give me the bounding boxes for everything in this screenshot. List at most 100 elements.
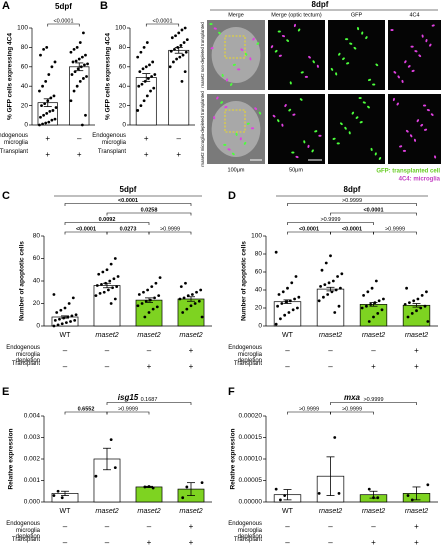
column-header: Merge (optic tectum)	[271, 12, 322, 18]
bracket	[330, 402, 417, 405]
data-point	[319, 285, 322, 288]
scale-label: 50μm	[289, 167, 303, 173]
y-axis-label: % GFP cells expressing 4C4	[7, 33, 14, 120]
y-axis-label: Relative expression	[8, 428, 15, 489]
y-tick-label: 0.001	[24, 477, 41, 484]
data-point	[141, 67, 145, 71]
y-tick-label: 80	[21, 44, 29, 51]
data-point	[190, 293, 194, 296]
micrograph-title: 8dpf	[312, 0, 329, 9]
row-value: +	[144, 134, 149, 143]
data-point	[142, 290, 145, 294]
data-point	[281, 290, 285, 294]
cell-signal	[295, 155, 299, 159]
data-point	[322, 295, 325, 299]
cell-signal	[221, 73, 224, 77]
cell-signal	[365, 36, 368, 40]
data-point	[95, 284, 99, 287]
data-point	[277, 293, 281, 296]
data-point	[113, 466, 117, 469]
x-tick-label: rnaset2	[137, 332, 160, 339]
data-point	[175, 57, 179, 61]
legend-entry: GFP: transplanted cell	[376, 169, 440, 175]
y-tick-label: 80	[33, 233, 41, 240]
data-point	[136, 109, 140, 112]
y-tick-label: 40	[255, 287, 263, 294]
data-point	[151, 486, 155, 490]
cell-signal	[230, 83, 233, 86]
cell-signal	[418, 54, 422, 58]
x-tick-label: rnaset2	[319, 508, 342, 515]
data-point	[100, 282, 103, 286]
y-tick-label: 60	[21, 64, 29, 71]
data-point	[416, 297, 420, 301]
cell-signal	[361, 31, 364, 35]
p-value: 0.1687	[141, 397, 158, 403]
row-value: –	[285, 522, 290, 531]
data-point	[69, 99, 73, 103]
cell-signal	[307, 144, 310, 148]
x-tick-label: rnaset2	[179, 508, 202, 515]
data-point	[200, 481, 204, 485]
data-point	[139, 50, 143, 54]
data-point	[286, 286, 289, 290]
row-value: –	[105, 346, 110, 355]
data-point	[73, 318, 77, 322]
p-value: <0.0001	[363, 207, 383, 213]
data-point	[326, 293, 330, 296]
data-point	[317, 299, 321, 303]
data-point	[52, 494, 56, 497]
cell-signal	[372, 83, 376, 86]
data-point	[296, 306, 299, 310]
cell-signal	[210, 47, 214, 50]
row-label: Transplant	[11, 361, 40, 367]
cell-signal	[344, 38, 349, 41]
cell-signal	[402, 149, 407, 152]
cell-signal	[297, 28, 301, 32]
data-point	[82, 31, 85, 35]
cell-signal	[358, 97, 362, 99]
cell-signal	[277, 119, 280, 123]
data-point	[53, 60, 57, 64]
cell-signal	[342, 57, 345, 61]
data-point	[50, 65, 54, 69]
y-tick-label: 80	[119, 44, 127, 51]
data-point	[54, 106, 58, 109]
y-tick-label: 0	[122, 122, 126, 129]
data-point	[136, 55, 140, 59]
data-point	[415, 309, 418, 313]
data-point	[412, 299, 416, 303]
data-point	[274, 487, 278, 491]
data-point	[55, 311, 59, 314]
data-point	[186, 294, 190, 298]
data-point	[50, 118, 54, 122]
data-point	[58, 317, 61, 321]
cell-signal	[281, 35, 286, 38]
data-point	[71, 296, 75, 300]
scale-label: 100μm	[228, 167, 245, 173]
y-tick-label: 20	[21, 102, 29, 109]
data-point	[170, 36, 174, 40]
data-point	[148, 63, 151, 67]
cell-signal	[240, 48, 244, 51]
cell-signal	[392, 97, 395, 102]
data-point	[181, 496, 185, 500]
data-point	[146, 77, 150, 80]
bracket	[47, 23, 80, 27]
row-label: Transplant	[233, 537, 262, 543]
data-point	[151, 307, 155, 311]
row-value: –	[328, 362, 333, 371]
data-point	[70, 314, 74, 318]
data-point	[169, 49, 173, 53]
data-point	[116, 275, 120, 278]
data-point	[56, 323, 60, 327]
panel-letter: E	[2, 386, 9, 398]
data-point	[168, 65, 172, 69]
column-header: GFP	[351, 12, 363, 18]
cell-signal	[397, 75, 400, 79]
row-value: –	[63, 362, 68, 371]
micrograph-image	[268, 20, 325, 90]
cell-signal	[272, 114, 276, 118]
data-point	[102, 290, 106, 294]
